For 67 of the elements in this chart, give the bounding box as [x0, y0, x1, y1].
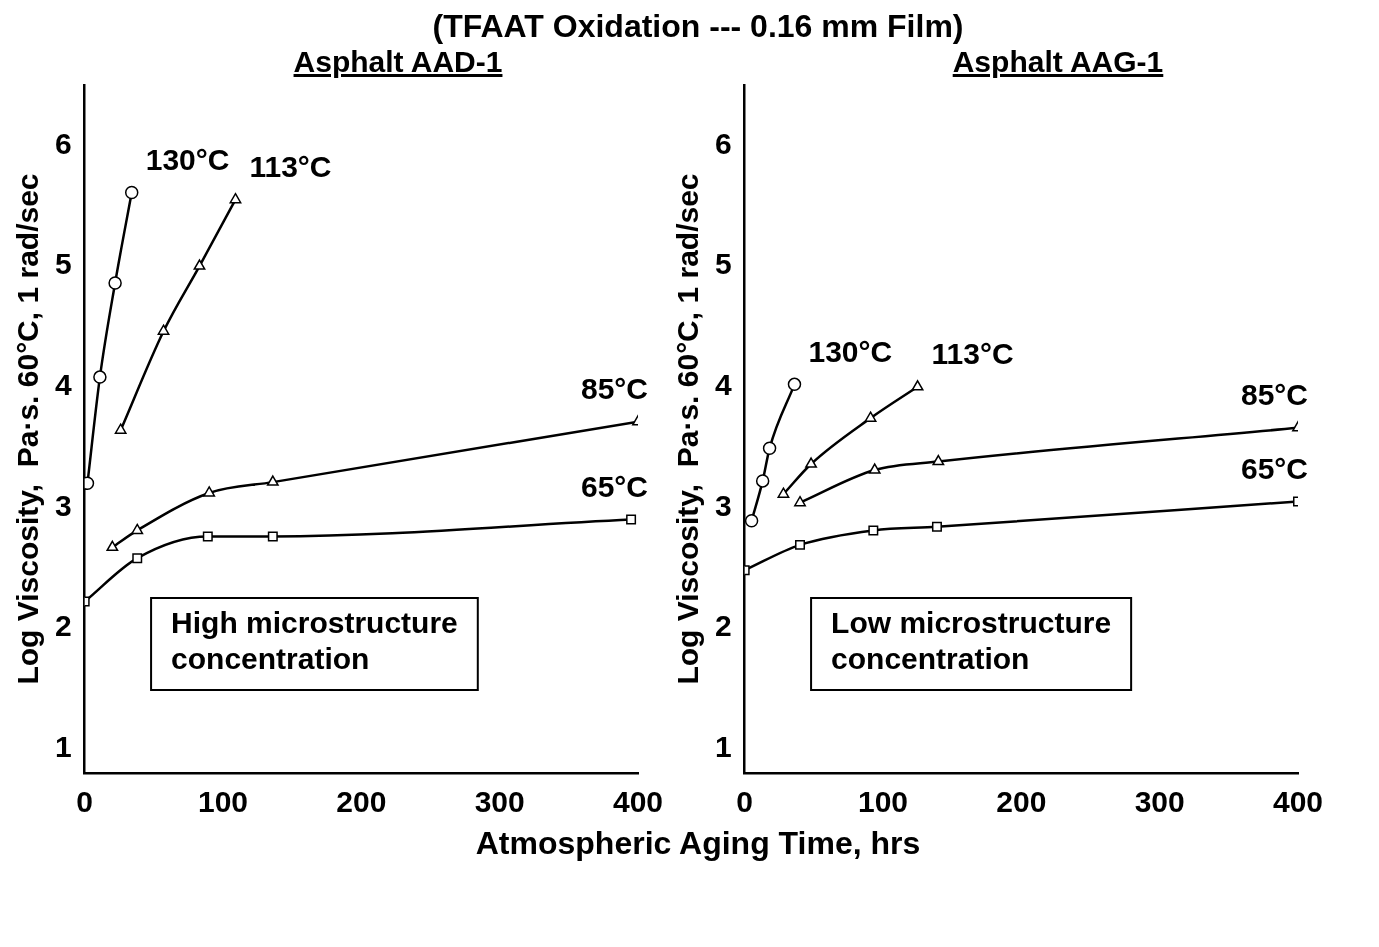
x-tick-label: 300: [1134, 785, 1185, 819]
point: [864, 411, 877, 422]
point: [755, 474, 770, 488]
y-tick-label: 1: [55, 730, 72, 764]
point: [93, 370, 107, 384]
y-tick-label: 1: [715, 730, 732, 764]
point: [626, 514, 637, 525]
point: [911, 380, 924, 391]
point: [267, 531, 278, 542]
point: [762, 441, 777, 456]
series-label: 65°C: [1240, 451, 1308, 485]
point: [124, 185, 139, 200]
y-tick-label: 6: [715, 126, 732, 160]
point: [131, 523, 144, 535]
x-tick-label: 200: [336, 785, 387, 819]
x-tick-label: 100: [197, 785, 249, 819]
y-tick-label: 4: [715, 368, 732, 402]
x-tick-label: 0: [76, 785, 94, 819]
series-label: 130°C: [808, 334, 893, 368]
series-label: 65°C: [580, 469, 648, 503]
series-label: 113°C: [931, 337, 1014, 371]
series-label: 85°C: [580, 372, 648, 406]
x-tick-label: 300: [474, 785, 525, 819]
point: [868, 525, 879, 536]
series-label: 85°C: [1240, 378, 1308, 412]
point: [932, 454, 945, 466]
y-tick-label: 3: [55, 488, 72, 522]
annotation: High microstructure concentration: [171, 606, 458, 676]
y-tick-label: 5: [55, 247, 72, 281]
y-tick-label: 3: [715, 488, 732, 522]
point: [229, 192, 242, 204]
chart-subtitle: Asphalt AAD-1: [292, 45, 504, 79]
point: [202, 531, 213, 542]
point: [203, 486, 216, 497]
y-axis-title: Log Viscosity, Pa·s. 60°C, 1 rad/sec: [11, 173, 45, 685]
x-tick-label: 400: [1272, 785, 1324, 819]
point: [744, 513, 759, 528]
y-tick-label: 2: [55, 609, 72, 643]
x-tick-label: 200: [996, 785, 1047, 819]
x-tick-label: 100: [857, 785, 909, 819]
point: [868, 463, 881, 474]
series-label: 130°C: [145, 142, 230, 176]
point: [193, 259, 206, 270]
point: [787, 377, 802, 392]
point: [931, 521, 942, 532]
y-tick-label: 4: [55, 368, 72, 402]
point: [108, 276, 122, 290]
point: [132, 553, 143, 564]
y-tick-label: 5: [715, 247, 732, 281]
chart-title: (TFAAT Oxidation --- 0.16 mm Film): [431, 8, 965, 45]
y-axis-title: Log Viscosity, Pa·s. 60°C, 1 rad/sec: [671, 173, 705, 685]
x-tick-label: 400: [612, 785, 664, 819]
y-tick-label: 6: [55, 126, 72, 160]
annotation: Low microstructure concentration: [831, 606, 1112, 676]
point: [805, 457, 818, 468]
point: [777, 487, 790, 498]
point: [157, 324, 170, 335]
series-label: 113°C: [249, 149, 332, 183]
point: [266, 475, 279, 486]
point: [106, 540, 119, 552]
x-tick-label: 0: [736, 785, 754, 819]
point: [795, 539, 806, 550]
x-axis-title: Atmospheric Aging Time, hrs: [474, 825, 922, 862]
chart-subtitle: Asphalt AAG-1: [951, 45, 1165, 79]
point: [114, 423, 127, 434]
y-tick-label: 2: [715, 609, 732, 643]
point: [794, 495, 806, 507]
